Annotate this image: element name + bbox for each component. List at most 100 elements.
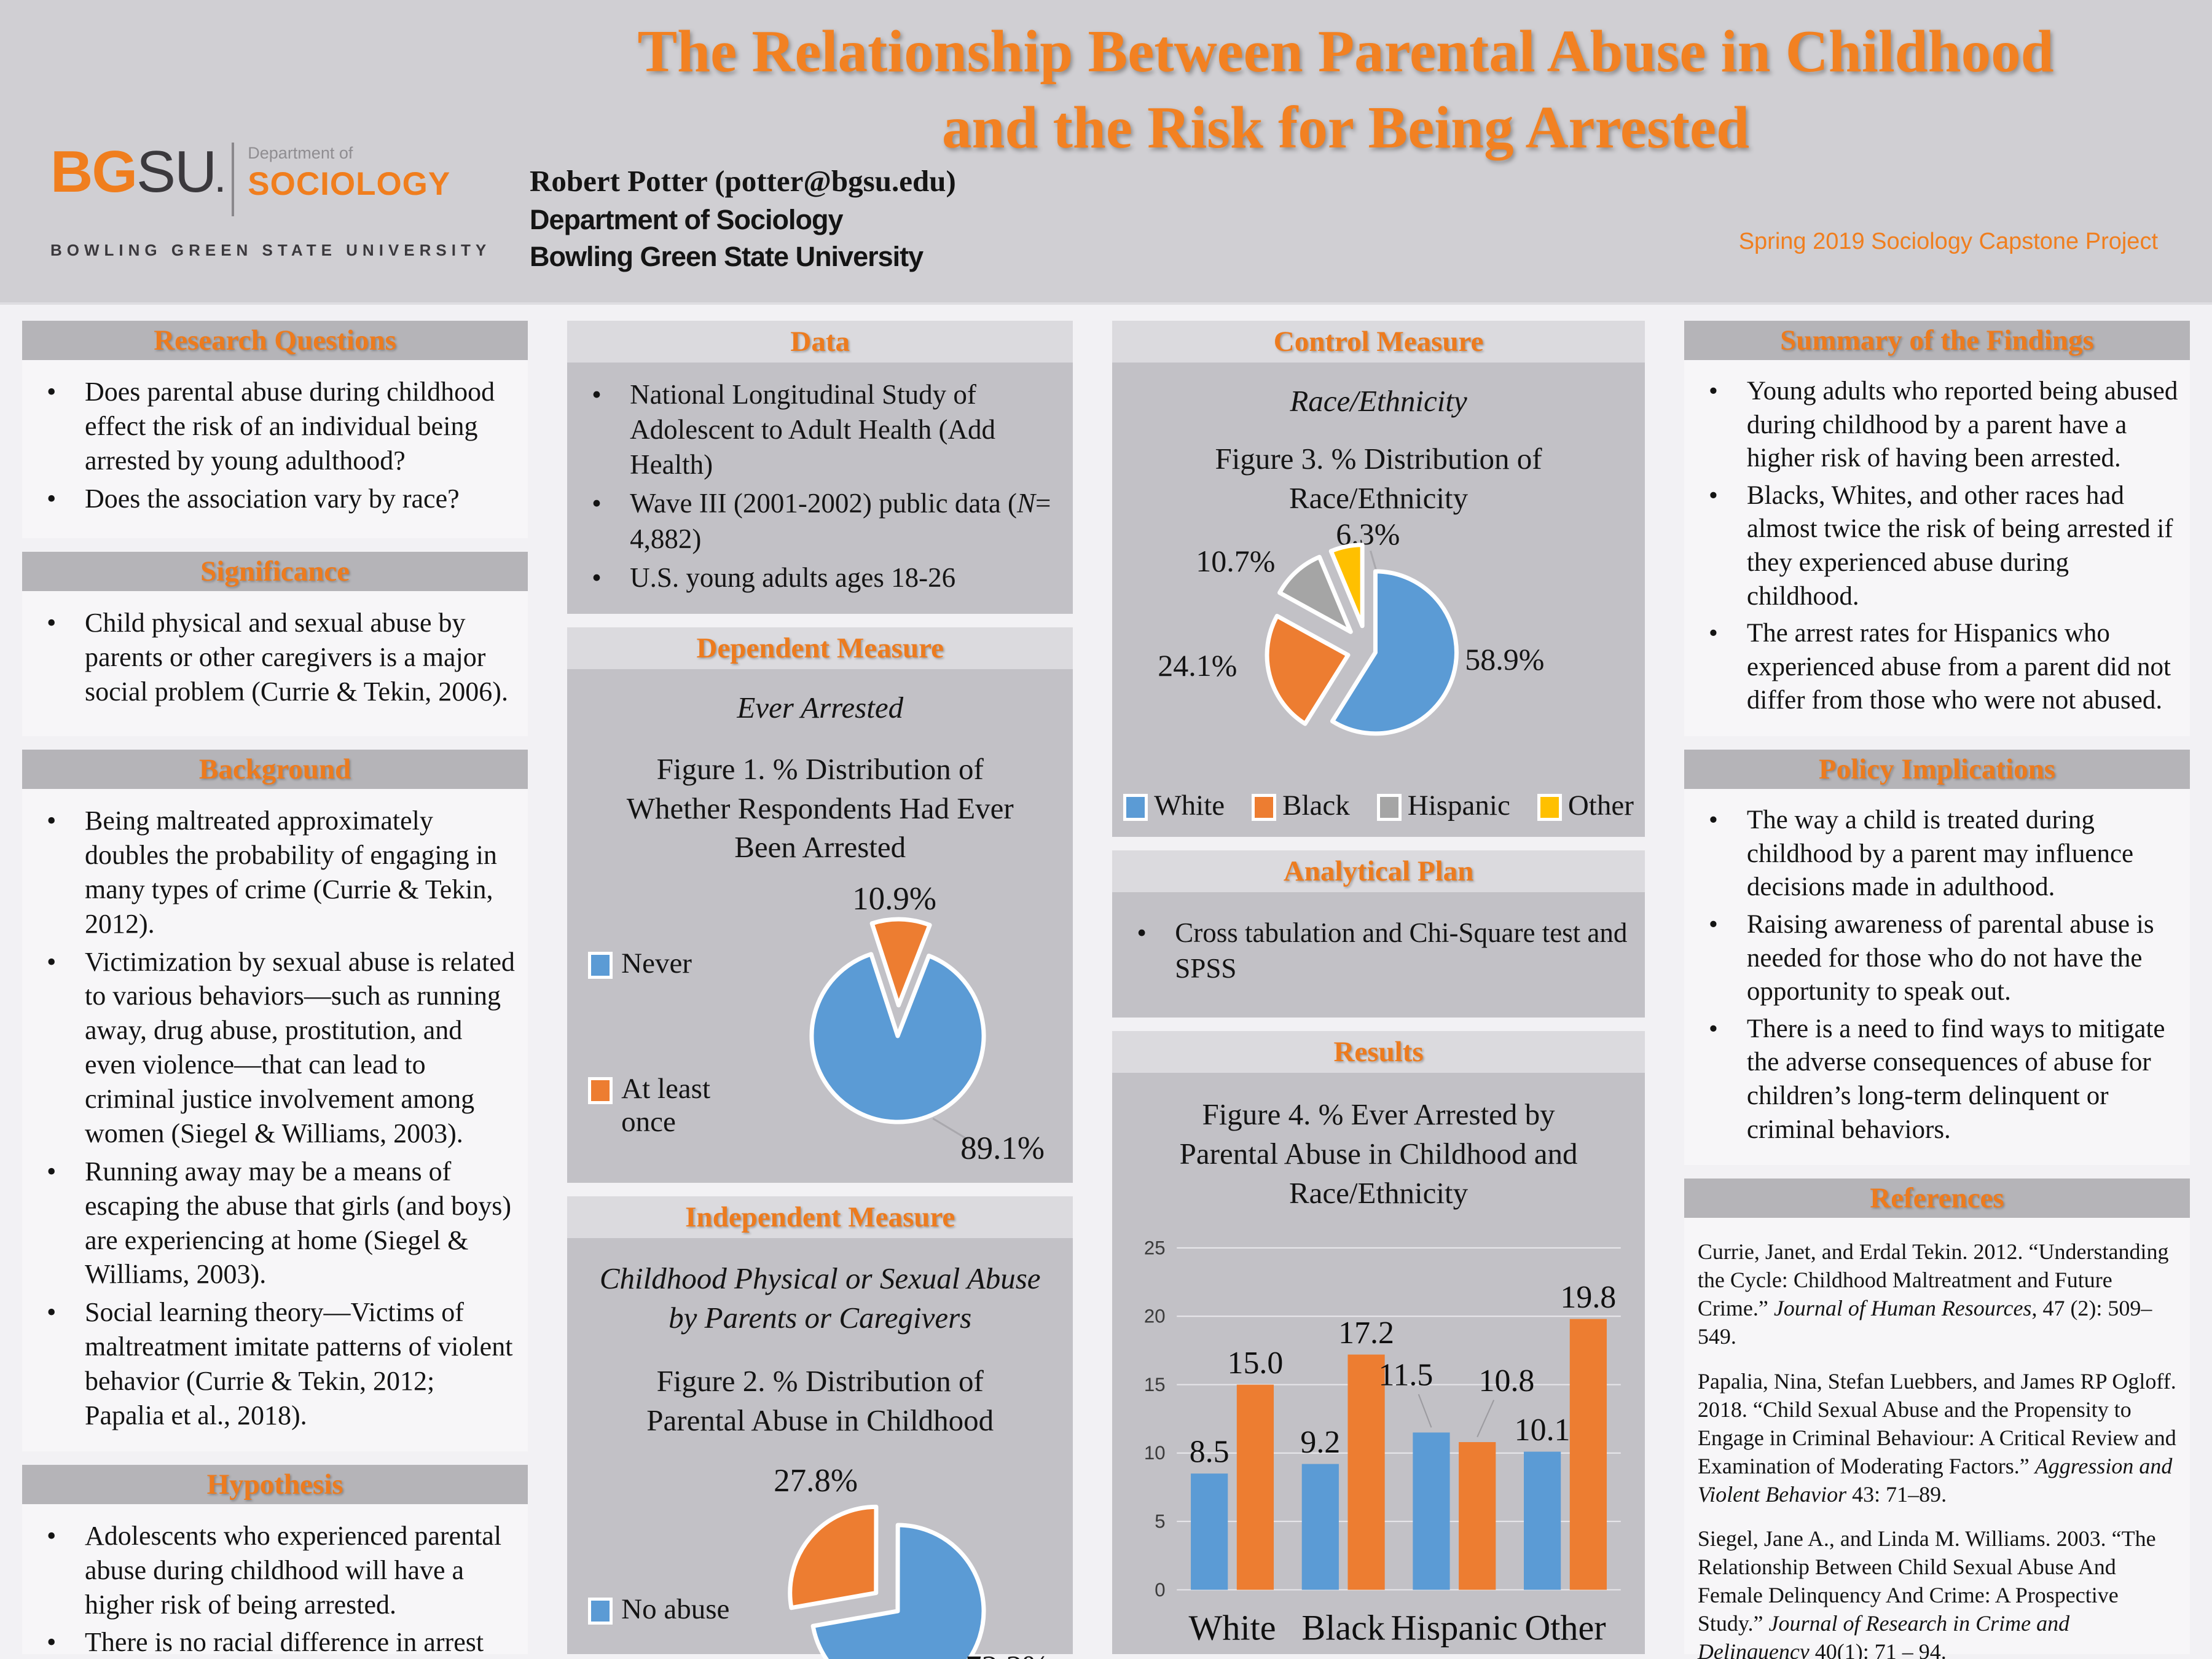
figure3-legend: White Black Hispanic Other [1123,789,1634,822]
pie-slice-hispanic [1277,555,1354,635]
dependent-measure-header: Dependent Measure [567,627,1073,669]
list-item: Cross tabulation and Chi-Square test and… [1123,916,1634,986]
column-4: Summary of the Findings Young adults who… [1684,321,2190,1659]
pie-slice-black [1265,614,1351,726]
dependent-measure-body: Ever Arrested Figure 1. % Distribution o… [567,669,1073,1183]
independent-measure-subtitle: Childhood Physical or Sexual Abuse by Pa… [599,1261,1041,1335]
poster-columns: Research Questions Does parental abuse d… [22,321,2190,1659]
references-list: Currie, Janet, and Erdal Tekin. 2012. “U… [1695,1237,2179,1659]
research-questions-body: Does parental abuse during childhood eff… [22,360,528,538]
x-axis-category-label: Hispanic [1391,1608,1518,1648]
hypothesis-header: Hypothesis [22,1464,528,1504]
author-university: Bowling Green State University [530,240,924,272]
text-segment: Journal of Research in Crime and Delinqu… [1697,1611,2070,1659]
text-segment: N [1017,488,1036,519]
bar-no-abuse-hispanic [1413,1432,1450,1590]
x-axis-category-label: Other [1525,1608,1606,1648]
text-segment: 40(1): 71 – 94. [1809,1639,1947,1659]
list-item: Child physical and sexual abuse by paren… [33,606,517,709]
dependent-measure-subtitle: Ever Arrested [737,690,904,724]
list-item: Blacks, Whites, and other races had almo… [1695,479,2179,613]
text-segment: Currie, Janet, and Erdal Tekin. 2012. “U… [1697,1239,2169,1321]
logo-row: BGSU. Department of SOCIOLOGY [50,143,491,216]
list-item: Papalia, Nina, Stefan Luebbers, and Jame… [1698,1367,2176,1508]
legend-swatch-icon [588,1597,613,1625]
list-item: Wave III (2001-2002) public data (N= 4,8… [578,486,1062,556]
summary-list: Young adults who reported being abused d… [1695,375,2179,718]
legend-item: No abuse [588,1593,760,1626]
figure2-pie [788,1504,986,1659]
bar-at-least-once-other [1570,1319,1607,1590]
figure1-chart: 10.9% Never At least once 89.1% [578,873,1062,1168]
bar-data-label: 10.8 [1479,1363,1535,1398]
figure3-label-black: 24.1% [1158,648,1237,683]
figure1-label-never: 89.1% [960,1130,1045,1166]
hypothesis-list: Adolescents who experienced parental abu… [33,1519,517,1659]
logo-university-name: BOWLING GREEN STATE UNIVERSITY [50,241,492,259]
y-axis-tick-label: 10 [1144,1443,1166,1464]
results-header: Results [1112,1031,1645,1073]
column-2: Data National Longitudinal Study of Adol… [567,321,1073,1659]
column-3: Control Measure Race/Ethnicity Figure 3.… [1112,321,1645,1654]
bar-at-least-once-hispanic [1459,1442,1496,1590]
list-item: U.S. young adults ages 18-26 [578,560,1062,595]
bar-at-least-once-black [1347,1355,1385,1590]
bar-no-abuse-other [1524,1452,1561,1590]
header-band: The Relationship Between Parental Abuse … [0,0,2212,305]
list-item: Victimization by sexual abuse is related… [33,945,517,1151]
list-item: Adolescents who experienced parental abu… [33,1519,517,1622]
text-segment: Aggression and Violent Behavior [1697,1453,2173,1507]
section-policy: Policy Implications The way a child is t… [1684,750,2190,1166]
results-body: Figure 4. % Ever Arrested by Parental Ab… [1112,1073,1645,1654]
bar-data-label: 15.0 [1228,1346,1284,1381]
legend-label: Hispanic [1407,790,1510,822]
list-item: Being maltreated approximately doubles t… [33,804,517,941]
control-measure-header: Control Measure [1112,321,1645,363]
policy-list: The way a child is treated during childh… [1695,804,2179,1147]
pie-slice-white [1330,569,1459,736]
legend-swatch-icon [1376,794,1402,822]
analytical-plan-header: Analytical Plan [1112,850,1645,893]
bar-data-label: 10.1 [1515,1413,1571,1448]
research-questions-list: Does parental abuse during childhood eff… [33,375,517,516]
list-item: Siegel, Jane A., and Linda M. Williams. … [1698,1524,2176,1659]
background-header: Background [22,750,528,789]
bar-no-abuse-white [1191,1473,1228,1590]
pie-slice-at-least-once [869,917,932,1008]
capstone-note: Spring 2019 Sociology Capstone Project [1738,229,2158,254]
list-item: Currie, Janet, and Erdal Tekin. 2012. “U… [1698,1237,2176,1351]
section-research-questions: Research Questions Does parental abuse d… [22,321,528,538]
section-references: References Currie, Janet, and Erdal Teki… [1684,1179,2190,1659]
legend-label: White [1154,790,1225,822]
independent-measure-body: Childhood Physical or Sexual Abuse by Pa… [567,1237,1073,1659]
summary-body: Young adults who reported being abused d… [1684,360,2190,737]
bar-no-abuse-black [1301,1464,1339,1590]
figure1-label-at-least-once: 10.9% [852,880,937,917]
y-axis-tick-label: 15 [1144,1374,1166,1395]
figure2-label-no-abuse: 72.2% [965,1649,1049,1659]
legend-label: At least once [621,1072,711,1138]
text-segment: , 47 (2): 509–549. [1697,1296,2152,1349]
legend-swatch-icon [1123,794,1148,822]
legend-label: Other [1567,790,1634,822]
data-body: National Longitudinal Study of Adolescen… [567,363,1073,614]
section-hypothesis: Hypothesis Adolescents who experienced p… [22,1464,528,1659]
list-item: Running away may be a means of escaping … [33,1155,517,1292]
legend-label: Black [1282,790,1350,822]
section-dependent-measure: Dependent Measure Ever Arrested Figure 1… [567,627,1073,1183]
list-item: Young adults who reported being abused d… [1695,375,2179,476]
significance-header: Significance [22,552,528,591]
logo-su-text: SU [136,139,217,205]
bar-data-label: 19.8 [1561,1280,1617,1315]
list-item: The way a child is treated during childh… [1695,804,2179,904]
figure4-bar-chart: 0 5 10 15 20 25 White 8.5 15.0 Black 9.2 17.2 Hispan… [1144,1237,1622,1648]
text-segment: Papalia, Nina, Stefan Luebbers, and Jame… [1697,1368,2176,1478]
figure3-title: Figure 3. % Distribution of Race/Ethnici… [1215,442,1542,515]
bgsu-sociology-logo: BGSU. Department of SOCIOLOGY BOWLING GR… [50,143,491,260]
figure3-label-hispanic: 10.7% [1196,544,1276,579]
section-data: Data National Longitudinal Study of Adol… [567,321,1073,614]
pie-slice-other [1329,543,1365,629]
author-block: Robert Potter (potter@bgsu.edu) Departme… [530,161,956,275]
significance-body: Child physical and sexual abuse by paren… [22,591,528,736]
